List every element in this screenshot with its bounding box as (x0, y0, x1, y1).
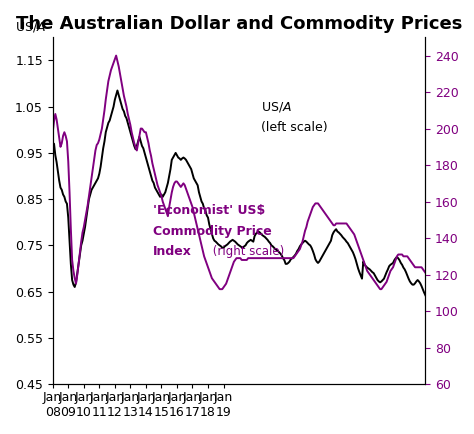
Text: 'Economist' US$: 'Economist' US$ (154, 204, 265, 217)
Text: (right scale): (right scale) (209, 245, 284, 258)
Text: (left scale): (left scale) (262, 121, 328, 134)
Text: Index: Index (154, 245, 192, 258)
Title: The Australian Dollar and Commodity Prices: The Australian Dollar and Commodity Pric… (16, 15, 462, 33)
Text: US$/A$: US$/A$ (262, 100, 292, 114)
Text: US$/A$: US$/A$ (16, 20, 46, 34)
Text: Commodity Price: Commodity Price (154, 224, 272, 237)
